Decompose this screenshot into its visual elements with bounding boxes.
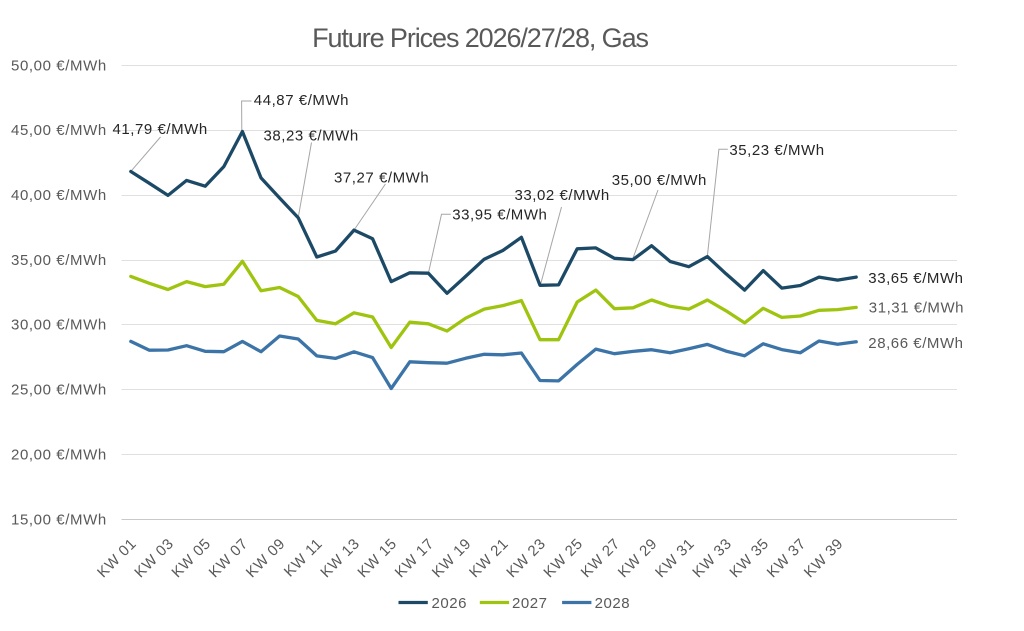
svg-text:44,87 €/MWh: 44,87 €/MWh	[254, 92, 349, 109]
svg-text:Future Prices 2026/27/28, Gas: Future Prices 2026/27/28, Gas	[312, 23, 648, 53]
svg-text:KW 17: KW 17	[392, 535, 438, 581]
svg-text:35,00 €/MWh: 35,00 €/MWh	[612, 172, 707, 189]
svg-text:2027: 2027	[512, 595, 548, 612]
svg-text:KW 09: KW 09	[243, 535, 289, 581]
svg-text:KW 11: KW 11	[281, 535, 326, 580]
svg-text:KW 35: KW 35	[726, 535, 772, 581]
svg-text:33,65 €/MWh: 33,65 €/MWh	[868, 270, 963, 287]
svg-text:KW 07: KW 07	[206, 535, 252, 581]
svg-text:KW 23: KW 23	[503, 535, 549, 581]
svg-text:KW 05: KW 05	[168, 535, 214, 581]
svg-text:33,95 €/MWh: 33,95 €/MWh	[452, 207, 547, 224]
svg-text:40,00 €/MWh: 40,00 €/MWh	[11, 187, 107, 204]
svg-text:30,00 €/MWh: 30,00 €/MWh	[11, 317, 107, 334]
svg-text:2026: 2026	[432, 595, 468, 612]
svg-text:KW 27: KW 27	[578, 535, 624, 581]
svg-text:KW 13: KW 13	[317, 535, 363, 581]
svg-text:KW 29: KW 29	[615, 535, 661, 581]
svg-text:KW 19: KW 19	[429, 535, 475, 581]
svg-text:KW 01: KW 01	[94, 535, 140, 581]
svg-text:31,31 €/MWh: 31,31 €/MWh	[869, 300, 964, 317]
svg-text:38,23 €/MWh: 38,23 €/MWh	[264, 128, 359, 145]
svg-text:15,00 €/MWh: 15,00 €/MWh	[11, 511, 107, 528]
svg-text:35,23 €/MWh: 35,23 €/MWh	[729, 142, 824, 159]
svg-text:KW 33: KW 33	[689, 535, 735, 581]
svg-text:41,79 €/MWh: 41,79 €/MWh	[113, 121, 208, 138]
svg-text:2028: 2028	[595, 595, 631, 612]
svg-text:KW 15: KW 15	[354, 535, 400, 581]
svg-text:KW 21: KW 21	[466, 535, 512, 581]
svg-text:50,00 €/MWh: 50,00 €/MWh	[11, 57, 107, 74]
svg-text:KW 37: KW 37	[764, 535, 810, 581]
svg-text:KW 31: KW 31	[652, 535, 698, 581]
svg-text:45,00 €/MWh: 45,00 €/MWh	[11, 122, 107, 139]
svg-text:33,02 €/MWh: 33,02 €/MWh	[515, 187, 610, 204]
svg-text:35,00 €/MWh: 35,00 €/MWh	[11, 252, 107, 269]
svg-text:KW 03: KW 03	[131, 535, 177, 581]
svg-text:28,66 €/MWh: 28,66 €/MWh	[868, 335, 963, 352]
svg-text:37,27 €/MWh: 37,27 €/MWh	[334, 170, 429, 187]
svg-text:KW 25: KW 25	[540, 535, 586, 581]
svg-text:20,00 €/MWh: 20,00 €/MWh	[11, 446, 107, 463]
svg-text:KW 39: KW 39	[801, 535, 847, 581]
svg-text:25,00 €/MWh: 25,00 €/MWh	[11, 382, 107, 399]
